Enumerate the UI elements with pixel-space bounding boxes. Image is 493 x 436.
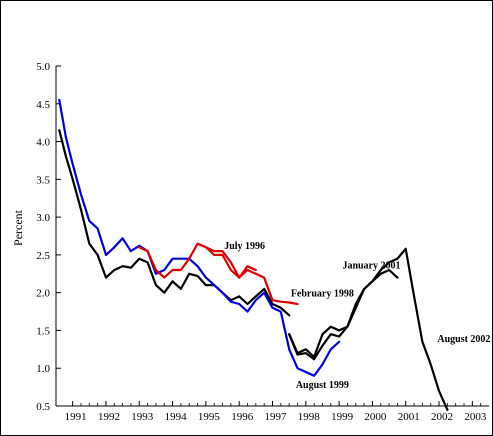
- x-tick-label: 1998: [298, 411, 321, 423]
- annotation-label: August 1999: [296, 380, 349, 391]
- x-tick-label: 2000: [364, 411, 387, 423]
- y-tick-label: 1.0: [36, 363, 50, 375]
- x-tick-label: 1999: [331, 411, 354, 423]
- y-tick-label: 4.5: [36, 99, 50, 111]
- annotation-label: February 1998: [291, 288, 354, 299]
- y-tick-label: 2.5: [36, 250, 50, 262]
- x-tick-label: 1994: [165, 411, 188, 423]
- y-axis-title: Percent: [11, 209, 25, 246]
- series-line-3: [288, 247, 449, 411]
- series-line-5: [138, 242, 257, 279]
- y-tick-label: 5.0: [36, 61, 50, 73]
- y-tick-label: 0.5: [36, 401, 50, 413]
- x-tick-label: 1996: [231, 411, 254, 423]
- y-tick-label: 3.0: [36, 212, 50, 224]
- y-tick-label: 3.5: [36, 174, 50, 186]
- y-tick-label: 2.0: [36, 288, 50, 300]
- annotation-layer: July 1996 February 1998 January 2001 August…: [224, 241, 490, 391]
- series-line-4: [58, 98, 341, 377]
- series-line-6: [204, 246, 299, 306]
- annotation-label: January 2001: [342, 260, 400, 271]
- annotation-label: August 2002: [437, 334, 490, 345]
- y-tick-label: 4.0: [36, 137, 50, 149]
- x-tick-label: 1992: [98, 411, 120, 423]
- axes: 0.5 1.0 1.5 2.0 2.5 3.0 3.5 4.0 4.5 5.0 1991 1992 19…: [36, 61, 489, 423]
- x-tick-label: 2001: [398, 411, 420, 423]
- x-tick-label: 1995: [198, 411, 221, 423]
- y-tick-label: 1.5: [36, 325, 50, 337]
- x-tick-label: 1993: [131, 411, 154, 423]
- series-line-1: [58, 129, 291, 317]
- x-tick-label: 2003: [464, 411, 487, 423]
- x-tick-label: 1991: [65, 411, 87, 423]
- series-layer: [58, 98, 449, 411]
- series-line-2: [288, 268, 399, 358]
- annotation-label: July 1996: [224, 241, 265, 252]
- x-tick-label: 2002: [431, 411, 453, 423]
- x-tick-label: 1997: [265, 411, 288, 423]
